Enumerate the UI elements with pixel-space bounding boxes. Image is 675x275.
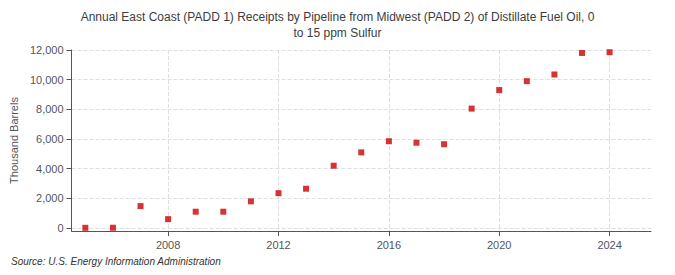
svg-text:8,000: 8,000 bbox=[36, 103, 64, 115]
svg-text:12,000: 12,000 bbox=[30, 44, 64, 56]
svg-text:2020: 2020 bbox=[487, 239, 511, 251]
svg-text:2024: 2024 bbox=[597, 239, 621, 251]
svg-text:Annual East Coast (PADD 1) Rec: Annual East Coast (PADD 1) Receipts by P… bbox=[81, 10, 595, 24]
svg-text:Source: U.S. Energy Informatio: Source: U.S. Energy Information Administ… bbox=[11, 256, 221, 267]
svg-text:2016: 2016 bbox=[377, 239, 401, 251]
svg-text:0: 0 bbox=[57, 222, 63, 234]
svg-text:Thousand Barrels: Thousand Barrels bbox=[8, 97, 20, 184]
svg-text:4,000: 4,000 bbox=[36, 163, 64, 175]
svg-text:2,000: 2,000 bbox=[36, 192, 64, 204]
svg-text:10,000: 10,000 bbox=[30, 74, 64, 86]
svg-text:6,000: 6,000 bbox=[36, 133, 64, 145]
svg-text:2008: 2008 bbox=[156, 239, 180, 251]
svg-text:to 15 ppm Sulfur: to 15 ppm Sulfur bbox=[293, 26, 381, 40]
svg-text:2012: 2012 bbox=[266, 239, 290, 251]
